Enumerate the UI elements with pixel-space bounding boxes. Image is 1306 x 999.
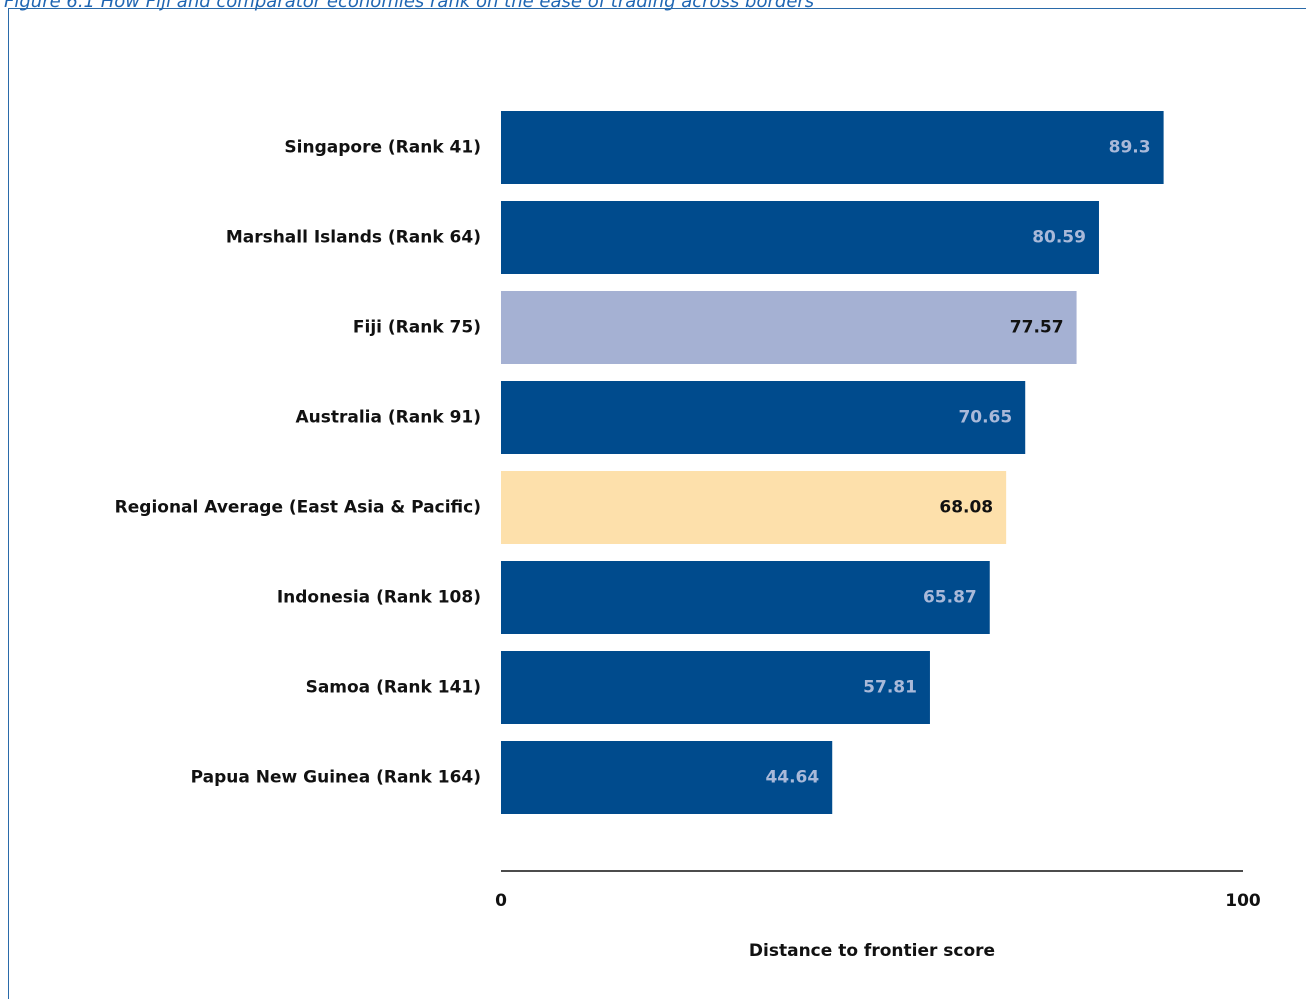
bar [501, 201, 1099, 274]
x-tick-label: 0 [495, 891, 507, 911]
value-label: 68.08 [939, 498, 993, 518]
x-axis-title: Distance to frontier score [749, 941, 995, 961]
value-label: 89.3 [1109, 138, 1151, 158]
bar [501, 471, 1007, 544]
value-label: 44.64 [765, 768, 819, 788]
category-label: Papua New Guinea (Rank 164) [191, 768, 481, 788]
category-label: Indonesia (Rank 108) [277, 588, 481, 608]
category-label: Australia (Rank 91) [296, 408, 482, 428]
bar [501, 741, 833, 814]
value-label: 65.87 [923, 588, 977, 608]
chart-frame [8, 8, 1306, 999]
value-label: 80.59 [1032, 228, 1086, 248]
category-label: Singapore (Rank 41) [284, 138, 481, 158]
category-label: Marshall Islands (Rank 64) [226, 228, 481, 248]
bar [501, 381, 1026, 454]
x-tick-label: 100 [1225, 891, 1261, 911]
category-label: Regional Average (East Asia & Pacific) [115, 498, 481, 518]
figure-caption: Figure 6.1 How Fiji and comparator econo… [4, 0, 815, 12]
value-label: 77.57 [1010, 318, 1064, 338]
category-label: Fiji (Rank 75) [353, 318, 481, 338]
bar [501, 291, 1077, 364]
value-label: 57.81 [863, 678, 917, 698]
value-label: 70.65 [958, 408, 1012, 428]
bar [501, 111, 1164, 184]
category-label: Samoa (Rank 141) [306, 678, 481, 698]
bar [501, 561, 990, 634]
bar [501, 651, 930, 724]
